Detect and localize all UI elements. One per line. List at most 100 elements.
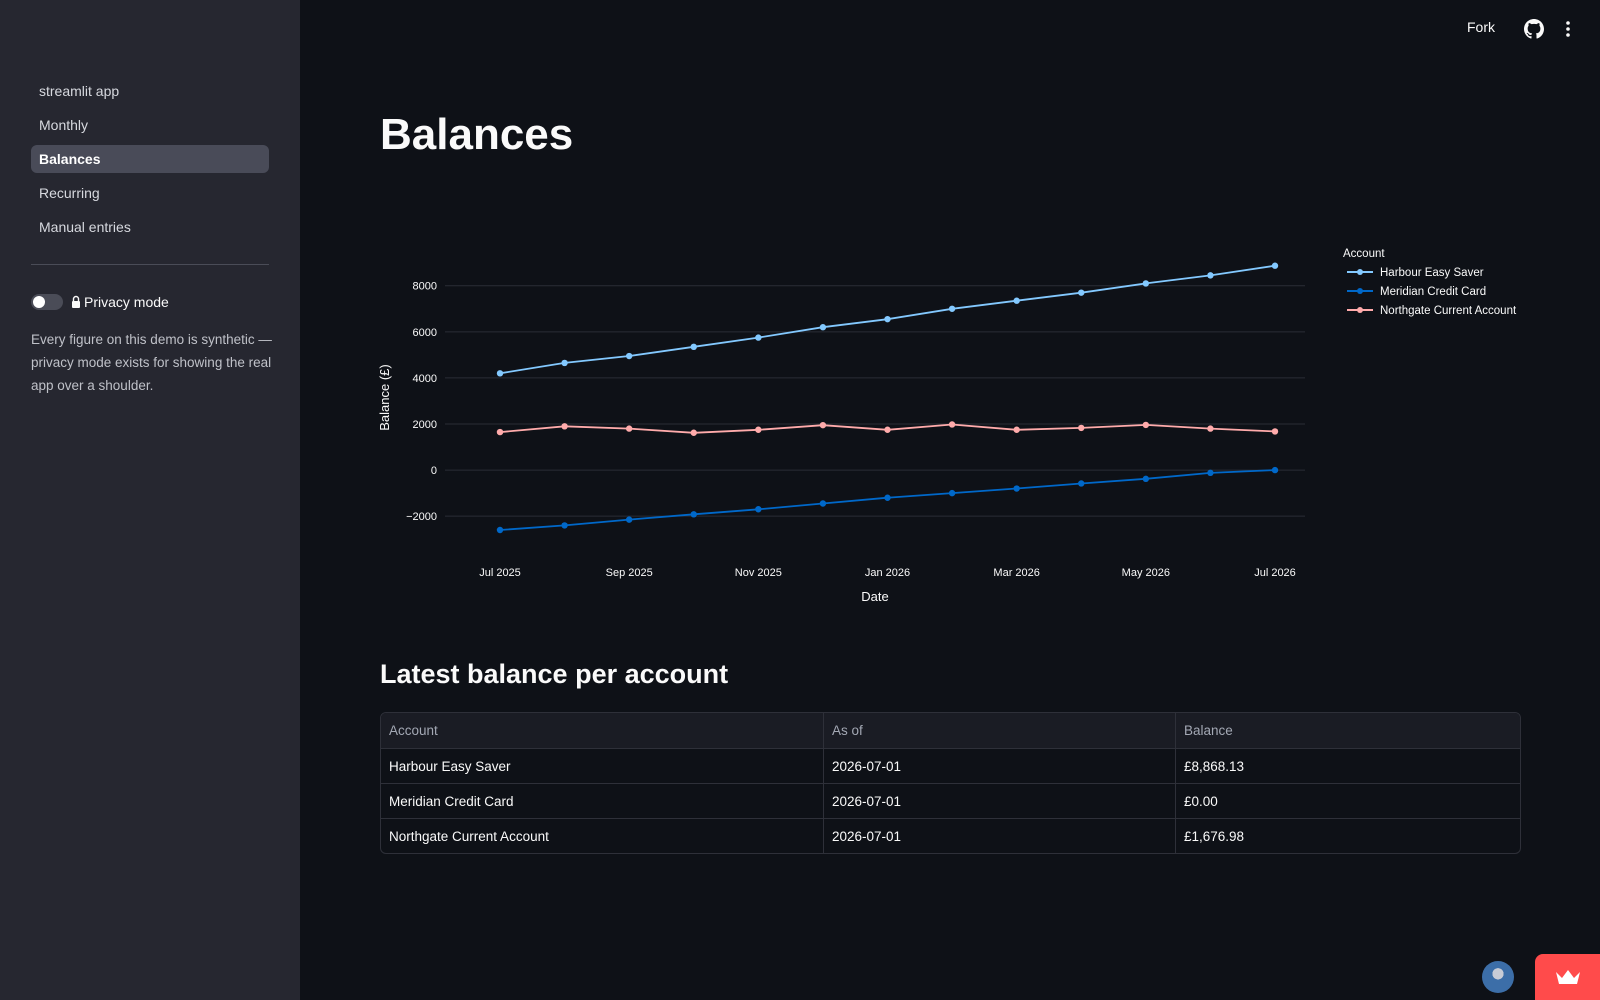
x-tick-label: Jan 2026 — [865, 567, 910, 579]
table-header-row: Account As of Balance — [381, 713, 1520, 749]
sidebar-item-balances[interactable]: Balances — [31, 145, 269, 173]
x-axis-title: Date — [861, 589, 888, 604]
data-point — [561, 522, 568, 529]
data-point — [1142, 280, 1150, 287]
data-point — [561, 359, 568, 367]
data-point — [1271, 262, 1279, 269]
section-title: Latest balance per account — [380, 659, 729, 689]
data-point — [690, 429, 697, 436]
x-tick-label: Mar 2026 — [993, 567, 1039, 579]
data-point — [625, 516, 633, 523]
data-point — [625, 352, 633, 360]
legend-marker — [1357, 269, 1363, 275]
github-icon[interactable] — [1524, 19, 1544, 39]
data-point — [1013, 297, 1020, 304]
avatar[interactable] — [1482, 961, 1514, 993]
streamlit-badge[interactable] — [1535, 954, 1600, 1000]
y-tick-label: 6000 — [413, 327, 437, 339]
data-point — [1078, 424, 1085, 432]
more-menu-icon[interactable] — [1558, 19, 1578, 39]
table-row: Meridian Credit Card 2026-07-01 £0.00 — [381, 783, 1520, 819]
legend-entry: Harbour Easy Saver — [1380, 267, 1484, 279]
column-header-as-of[interactable]: As of — [823, 713, 1176, 749]
crown-icon — [1556, 970, 1580, 984]
sidebar-item-monthly[interactable]: Monthly — [39, 117, 89, 133]
data-point — [1078, 480, 1085, 487]
data-point — [1271, 428, 1279, 435]
legend-entry: Northgate Current Account — [1380, 305, 1517, 317]
data-point — [755, 426, 762, 433]
table-cell-balance[interactable]: £0.00 — [1175, 783, 1520, 819]
sidebar-item-streamlit-app[interactable]: streamlit app — [39, 83, 120, 99]
column-header-balance[interactable]: Balance — [1175, 713, 1520, 749]
table-cell-as-of[interactable]: 2026-07-01 — [823, 748, 1176, 784]
sidebar-divider — [31, 264, 269, 265]
y-tick-label: 8000 — [413, 281, 437, 293]
privacy-toggle-row: Privacy mode — [31, 291, 169, 313]
x-tick-label: May 2026 — [1122, 567, 1170, 579]
data-point — [819, 500, 827, 507]
sidebar: streamlit app Monthly Balances Recurring… — [0, 0, 300, 1000]
x-tick-label: Jul 2025 — [479, 567, 521, 579]
data-point — [1207, 425, 1214, 432]
data-point — [1013, 426, 1020, 433]
balances-line-chart[interactable]: 8000 6000 4000 2000 0 −2000 Jul 2025 Sep 2025 No… — [375, 240, 1540, 610]
data-point — [948, 421, 956, 428]
fork-button[interactable]: Fork — [1467, 19, 1495, 35]
legend-marker — [1357, 307, 1363, 313]
lock-icon — [72, 295, 80, 308]
data-point — [690, 511, 697, 518]
data-point — [1142, 421, 1150, 429]
data-point — [755, 334, 762, 341]
data-point — [690, 343, 697, 351]
table-cell-balance[interactable]: £1,676.98 — [1184, 828, 1245, 844]
data-point — [1207, 469, 1214, 477]
y-tick-label: 2000 — [413, 419, 437, 431]
x-tick-label: Jul 2026 — [1254, 567, 1296, 579]
y-tick-label: 0 — [431, 465, 437, 477]
legend-marker — [1357, 288, 1363, 294]
latest-balance-table[interactable]: Account As of Balance Harbour Easy Saver… — [380, 712, 1521, 854]
data-point — [625, 425, 633, 432]
privacy-mode-label: Privacy mode — [84, 294, 169, 310]
table-row: Northgate Current Account 2026-07-01 £1,… — [381, 818, 1520, 853]
data-point — [496, 526, 504, 534]
data-point — [755, 506, 762, 513]
privacy-mode-toggle[interactable] — [31, 294, 63, 310]
x-tick-label: Nov 2025 — [735, 567, 782, 579]
column-header-account[interactable]: Account — [381, 713, 824, 749]
y-axis-title: Balance (£) — [377, 364, 392, 430]
table-cell-account[interactable]: Northgate Current Account — [381, 818, 824, 853]
data-point — [819, 324, 827, 331]
data-point — [496, 428, 504, 436]
data-point — [884, 494, 891, 501]
x-tick-label: Sep 2025 — [606, 567, 653, 579]
table-cell-account[interactable]: Meridian Credit Card — [381, 783, 824, 819]
data-point — [884, 426, 891, 433]
data-point — [1142, 475, 1150, 483]
data-point — [1013, 485, 1020, 492]
sidebar-nav: streamlit app Monthly Balances Recurring… — [31, 77, 269, 247]
table-cell-as-of[interactable]: 2026-07-01 — [823, 818, 1176, 853]
top-toolbar: Fork — [1300, 0, 1600, 60]
data-point — [819, 421, 827, 429]
data-point — [1078, 289, 1085, 296]
y-tick-label: 4000 — [413, 373, 437, 385]
table-cell-as-of[interactable]: 2026-07-01 — [823, 783, 1176, 819]
y-tick-label: −2000 — [406, 511, 437, 523]
sidebar-note: Every figure on this demo is synthetic —… — [31, 332, 272, 393]
table-cell-balance[interactable]: £8,868.13 — [1175, 748, 1520, 784]
table-row: Harbour Easy Saver 2026-07-01 £8,868.13 — [381, 748, 1520, 784]
toggle-knob — [33, 296, 45, 308]
legend-title: Account — [1343, 248, 1385, 260]
table-cell-account[interactable]: Harbour Easy Saver — [381, 748, 824, 784]
sidebar-item-manual-entries[interactable]: Manual entries — [39, 219, 131, 235]
data-point — [1271, 466, 1279, 474]
data-point — [496, 370, 504, 377]
data-point — [561, 423, 568, 430]
data-point — [948, 489, 956, 497]
page-title: Balances — [380, 110, 574, 159]
legend-entry: Meridian Credit Card — [1380, 286, 1486, 298]
data-point — [884, 315, 891, 323]
sidebar-item-recurring[interactable]: Recurring — [39, 185, 100, 201]
